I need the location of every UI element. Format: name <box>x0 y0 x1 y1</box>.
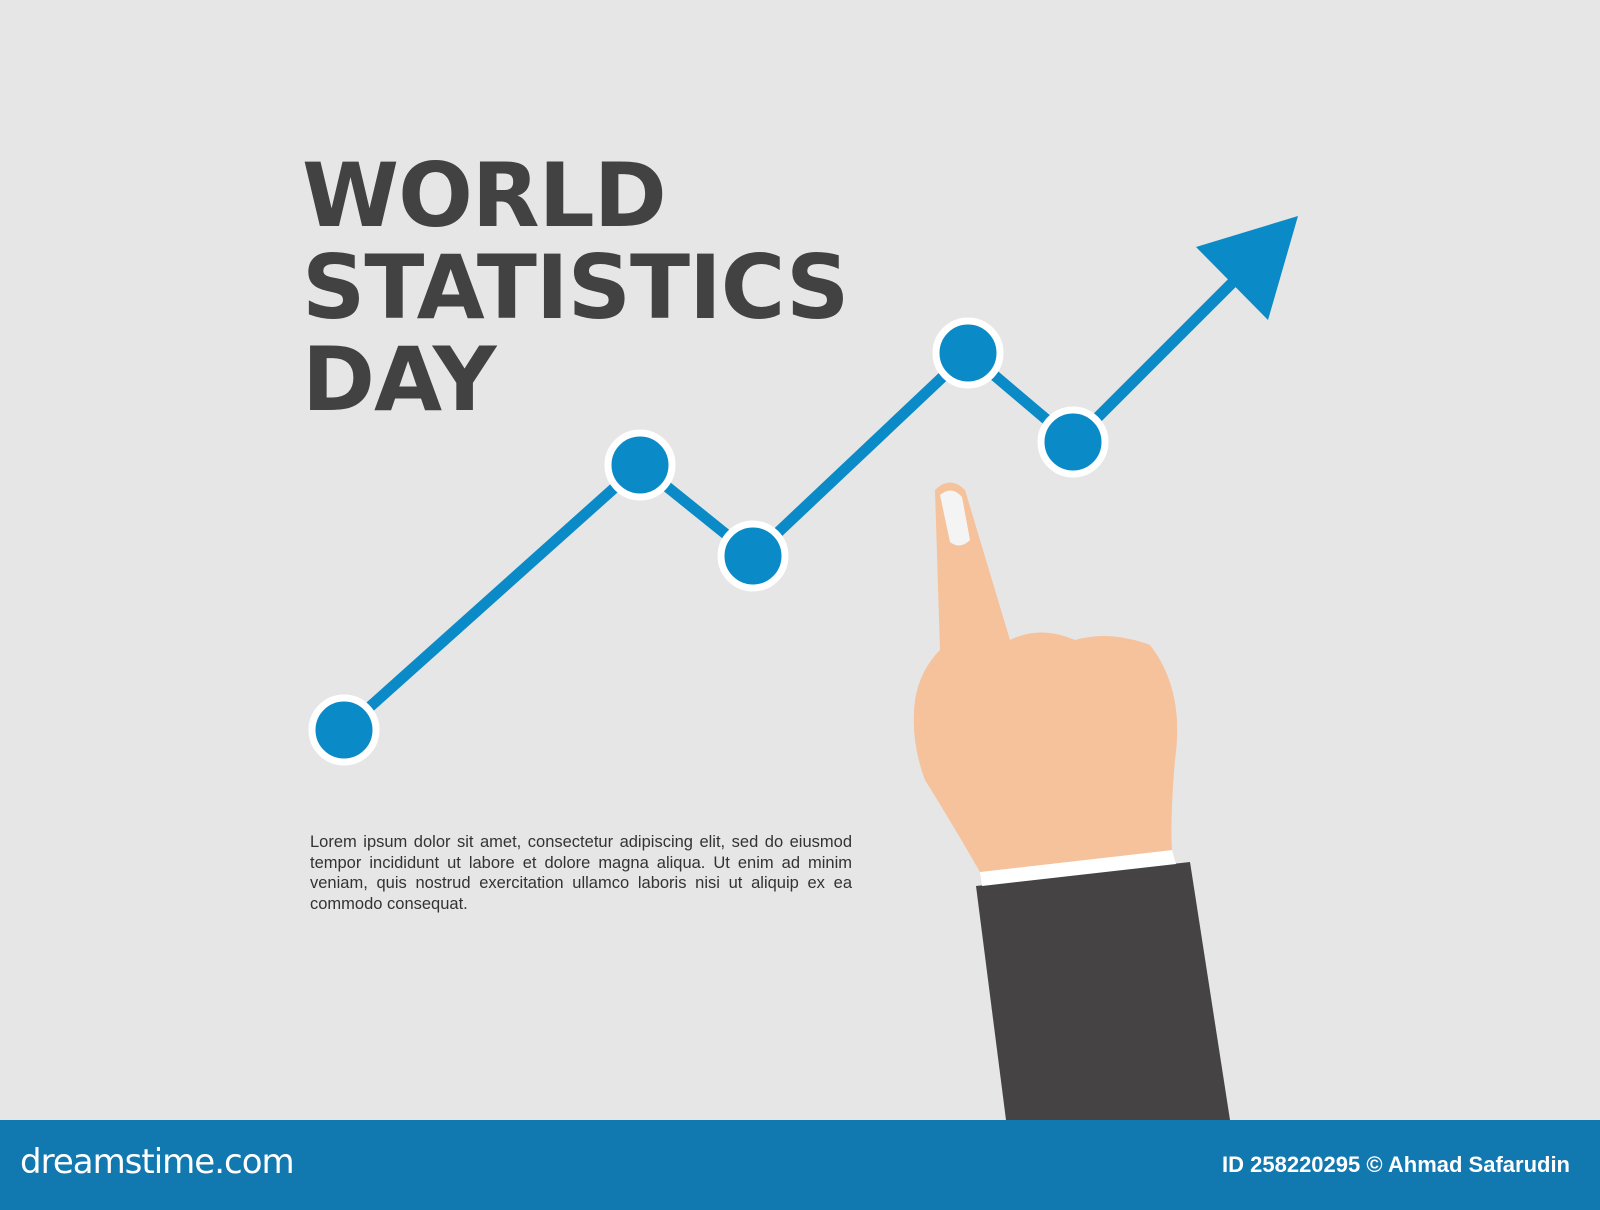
hand <box>913 482 1178 872</box>
body-text: Lorem ipsum dolor sit amet, consectetur … <box>310 833 852 913</box>
sleeve <box>976 862 1230 1120</box>
title-line: STATISTICS <box>302 236 849 339</box>
trend-line <box>340 216 1298 735</box>
data-point <box>308 694 380 766</box>
dreamstime-logo[interactable]: dreamstime.com <box>20 1142 295 1182</box>
arrow-head-icon <box>1196 216 1298 320</box>
data-point <box>1037 406 1109 478</box>
footer-bar: dreamstime.com ID 258220295 © Ahmad Safa… <box>0 1120 1600 1210</box>
data-point <box>717 520 789 592</box>
cuff <box>980 850 1176 886</box>
page-title: WORLD STATISTICS DAY <box>302 144 849 431</box>
data-point <box>604 429 676 501</box>
data-point <box>932 317 1004 389</box>
image-credit: ID 258220295 © Ahmad Safarudin <box>1222 1152 1570 1177</box>
pointing-hand-icon <box>913 482 1230 1120</box>
title-line: DAY <box>302 328 496 431</box>
title-line: WORLD <box>302 144 667 247</box>
fingernail <box>940 490 970 546</box>
data-points <box>308 317 1109 766</box>
